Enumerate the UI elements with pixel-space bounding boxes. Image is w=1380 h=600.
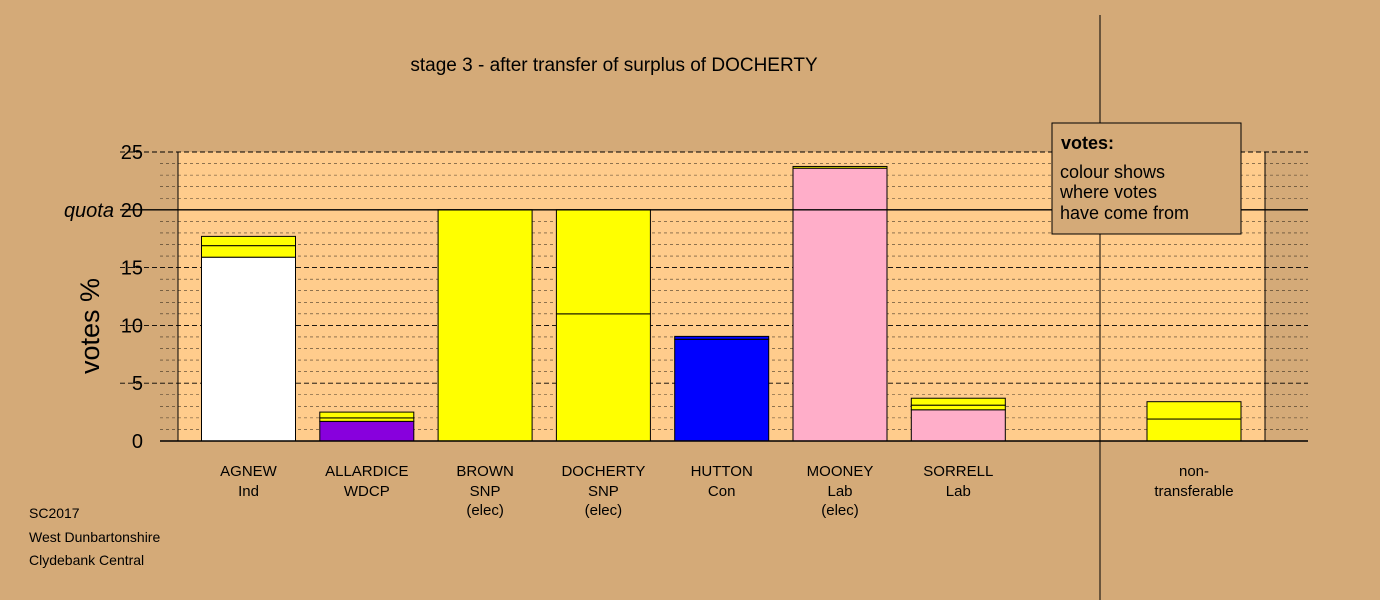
- candidate-name-agnew: AGNEW: [220, 463, 278, 480]
- footer-election: SC2017: [29, 505, 80, 521]
- bar-sorrell-segment: [910, 409, 1006, 442]
- labels-layer: 0 5 10 15 20 25 quota AGNEW Ind ALLARDICE WDCP BROW…: [64, 142, 1234, 519]
- bar-docherty-segment: [555, 313, 651, 442]
- y-tick-label: 25: [121, 142, 143, 164]
- candidate-party-brown: SNP: [470, 483, 501, 500]
- legend: votes: colour shows where votes have com…: [1051, 122, 1242, 235]
- bar-docherty-segment: [555, 209, 651, 315]
- legend-line-3: have come from: [1060, 203, 1189, 223]
- y-tick-label: 0: [132, 431, 143, 453]
- candidate-party-docherty: SNP: [588, 483, 619, 500]
- bar-mooney-segment: [792, 165, 888, 169]
- y-tick-label: 5: [132, 373, 143, 395]
- candidate-name-brown: BROWN: [456, 463, 514, 480]
- legend-line-2: where votes: [1059, 182, 1157, 202]
- bar-sorrell-segment: [910, 397, 1006, 406]
- bars-layer: [201, 165, 1242, 442]
- candidate-party-sorrell: Lab: [946, 483, 971, 500]
- candidate-name-hutton: HUTTON: [691, 463, 753, 480]
- bar-sorrell-segment: [910, 404, 1006, 411]
- bar-agnew-segment: [201, 256, 296, 442]
- candidate-name-mooney: MOONEY: [807, 463, 874, 480]
- footer-ward: Clydebank Central: [29, 552, 145, 568]
- candidate-party-hutton: Con: [708, 483, 736, 500]
- legend-title: votes:: [1061, 133, 1114, 153]
- non-transferable-label-2: transferable: [1154, 483, 1233, 500]
- bar-agnew-segment: [201, 245, 296, 258]
- non-transferable-label-1: non-: [1179, 463, 1209, 480]
- axis-layer: [120, 15, 1308, 600]
- candidate-party-allardice: WDCP: [344, 483, 390, 500]
- footer-info: SC2017 West Dunbartonshire Clydebank Cen…: [29, 502, 160, 573]
- bar-non-transferable-segment: [1146, 418, 1242, 442]
- y-tick-label: 10: [121, 315, 143, 337]
- legend-line-1: colour shows: [1060, 162, 1165, 182]
- y-tick-label: 20: [121, 200, 143, 222]
- bar-allardice-segment: [319, 411, 415, 419]
- quota-label: quota: [64, 200, 114, 222]
- bar-brown-segment: [437, 209, 533, 442]
- candidate-name-allardice: ALLARDICE: [325, 463, 408, 480]
- y-tick-label: 15: [121, 258, 143, 280]
- chart-title: stage 3 - after transfer of surplus of D…: [410, 55, 818, 76]
- candidate-party-agnew: Ind: [238, 483, 259, 500]
- candidate-name-sorrell: SORRELL: [923, 463, 993, 480]
- candidate-status-docherty: (elec): [585, 502, 623, 519]
- candidate-name-docherty: DOCHERTY: [561, 463, 645, 480]
- bar-hutton-segment: [674, 338, 770, 442]
- candidate-party-mooney: Lab: [827, 483, 852, 500]
- candidate-status-brown: (elec): [466, 502, 504, 519]
- y-axis-label: votes %: [75, 278, 105, 374]
- bar-agnew-segment: [201, 235, 296, 247]
- bar-allardice-segment: [319, 417, 415, 422]
- bar-non-transferable-segment: [1146, 401, 1242, 420]
- legend-box: [1051, 122, 1242, 235]
- bar-hutton-segment: [674, 335, 770, 340]
- bar-mooney-segment: [792, 167, 888, 442]
- bar-allardice-segment: [319, 420, 415, 442]
- candidate-status-mooney: (elec): [821, 502, 859, 519]
- footer-council: West Dunbartonshire: [29, 528, 161, 545]
